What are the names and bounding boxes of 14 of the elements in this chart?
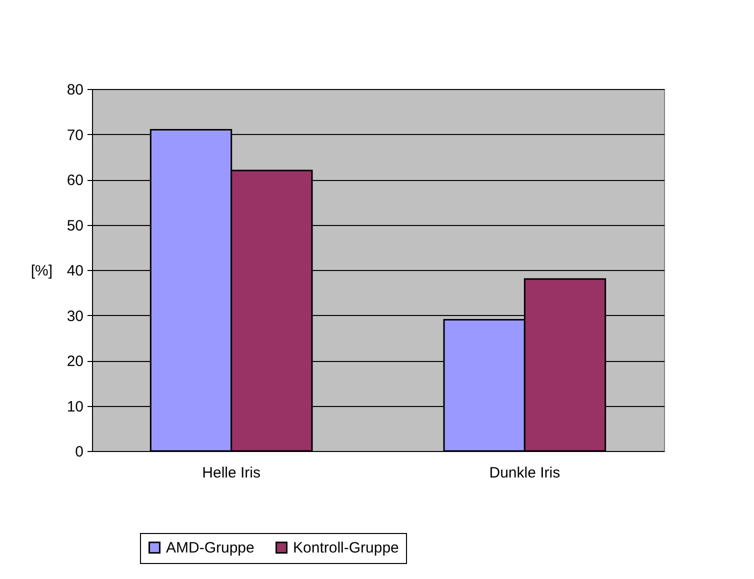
x-tick-label: Dunkle Iris <box>489 464 560 482</box>
x-tick-label: Helle Iris <box>202 464 261 482</box>
y-tick-label: 50 <box>66 217 84 234</box>
legend-label: AMD-Gruppe <box>166 540 254 557</box>
y-tick-label: 40 <box>66 262 84 280</box>
y-tick-label: 30 <box>66 308 84 325</box>
y-tick-label: 80 <box>66 82 84 98</box>
y-tick-label: 20 <box>66 353 84 370</box>
y-axis-title: [%] <box>30 262 52 280</box>
y-tick-label: 0 <box>75 444 84 460</box>
y-tick-label: 60 <box>66 172 84 189</box>
y-tick-label: 10 <box>66 398 84 416</box>
legend-label: Kontroll-Gruppe <box>293 540 399 557</box>
y-tick-label: 70 <box>66 126 84 144</box>
